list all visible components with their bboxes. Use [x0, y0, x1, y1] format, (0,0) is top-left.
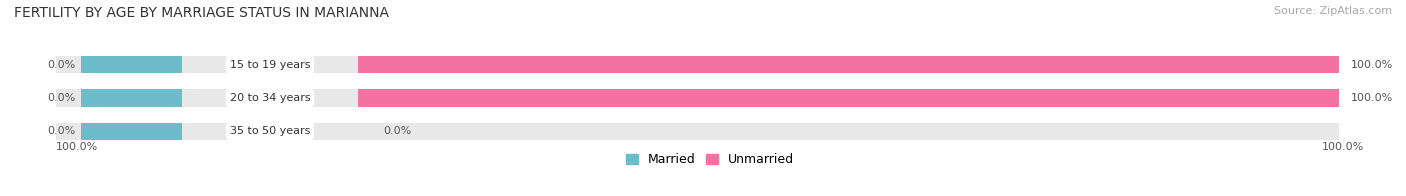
Bar	[359, 89, 1339, 107]
Text: 15 to 19 years: 15 to 19 years	[229, 60, 311, 70]
Bar	[56, 89, 1339, 107]
Text: 100.0%: 100.0%	[1351, 93, 1393, 103]
Text: 20 to 34 years: 20 to 34 years	[229, 93, 311, 103]
Text: 0.0%: 0.0%	[46, 60, 75, 70]
Text: 35 to 50 years: 35 to 50 years	[229, 126, 311, 136]
Text: 0.0%: 0.0%	[382, 126, 412, 136]
Bar	[56, 123, 1339, 140]
Text: 100.0%: 100.0%	[1351, 60, 1393, 70]
Text: Source: ZipAtlas.com: Source: ZipAtlas.com	[1274, 6, 1392, 16]
Bar	[82, 89, 181, 107]
Text: 100.0%: 100.0%	[1322, 142, 1364, 152]
Text: 0.0%: 0.0%	[46, 93, 75, 103]
Text: 0.0%: 0.0%	[46, 126, 75, 136]
Bar	[56, 56, 1339, 73]
Bar	[82, 123, 181, 140]
Text: 100.0%: 100.0%	[56, 142, 98, 152]
Bar	[359, 56, 1339, 73]
Text: FERTILITY BY AGE BY MARRIAGE STATUS IN MARIANNA: FERTILITY BY AGE BY MARRIAGE STATUS IN M…	[14, 6, 389, 20]
Bar	[82, 56, 181, 73]
Legend: Married, Unmarried: Married, Unmarried	[626, 153, 794, 166]
